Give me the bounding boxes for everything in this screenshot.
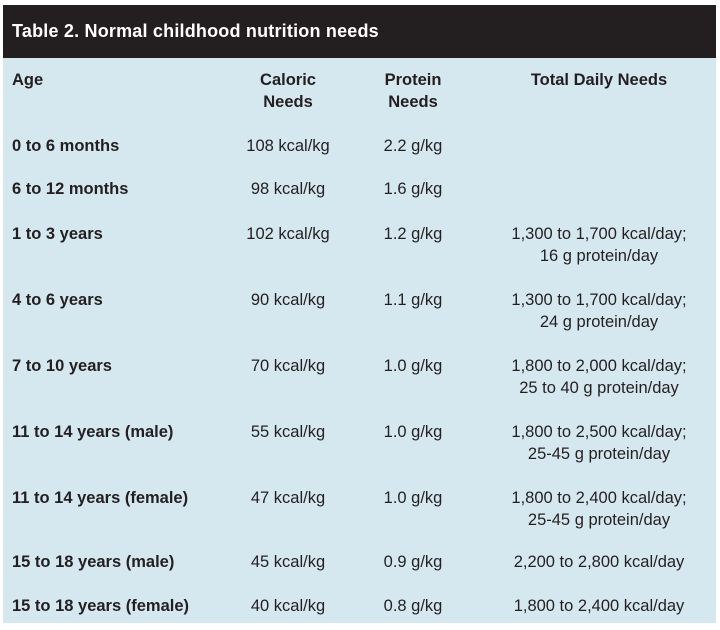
header-total-daily-needs: Total Daily Needs <box>530 71 668 89</box>
header-protein-needs: Protein Needs <box>361 69 465 113</box>
row-protein: 1.6 g/kg <box>383 180 443 198</box>
row-total: 1,800 to 2,400 kcal/day; 25-45 g protein… <box>477 487 720 531</box>
nutrition-table: Table 2. Normal childhood nutrition need… <box>3 5 716 623</box>
row-total: 1,800 to 2,400 kcal/day <box>477 595 720 617</box>
row-caloric: 90 kcal/kg <box>250 291 326 309</box>
row-age: 6 to 12 months <box>12 180 129 198</box>
row-total-line-1: 1,800 to 2,400 kcal/day; <box>511 489 687 507</box>
row-total: 1,800 to 2,000 kcal/day; 25 to 40 g prot… <box>477 355 720 399</box>
row-protein: 1.0 g/kg <box>383 489 443 507</box>
row-age: 0 to 6 months <box>12 137 120 155</box>
row-protein: 2.2 g/kg <box>383 137 443 155</box>
row-age: 7 to 10 years <box>12 357 112 375</box>
row-total-line-2: 25-45 g protein/day <box>527 445 671 463</box>
row-total-line-1: 1,800 to 2,500 kcal/day; <box>511 423 687 441</box>
row-total-line-1: 1,800 to 2,400 kcal/day <box>513 597 685 615</box>
header-protein-line-2: Needs <box>388 93 438 111</box>
row-protein: 1.1 g/kg <box>383 291 443 309</box>
row-caloric: 45 kcal/kg <box>250 553 326 571</box>
row-age: 11 to 14 years (female) <box>12 489 189 507</box>
row-total-line-2: 16 g protein/day <box>539 247 659 265</box>
row-total: 1,800 to 2,500 kcal/day; 25-45 g protein… <box>477 421 720 465</box>
header-protein-line-1: Protein <box>384 71 442 89</box>
row-total: 1,300 to 1,700 kcal/day; 24 g protein/da… <box>477 289 720 333</box>
row-protein: 1.0 g/kg <box>383 423 443 441</box>
row-total-line-2: 25 to 40 g protein/day <box>519 379 679 397</box>
row-total-line-1: 2,200 to 2,800 kcal/day <box>513 553 685 571</box>
row-total-line-2: 24 g protein/day <box>539 313 659 331</box>
header-caloric-line-2: Needs <box>263 93 313 111</box>
row-total-line-1: 1,300 to 1,700 kcal/day; <box>511 225 687 243</box>
header-caloric-needs: Caloric Needs <box>223 69 353 113</box>
row-caloric: 40 kcal/kg <box>250 597 326 615</box>
row-total-line-2: 25-45 g protein/day <box>527 511 671 529</box>
row-caloric: 102 kcal/kg <box>246 225 330 243</box>
row-protein: 0.9 g/kg <box>383 553 443 571</box>
row-caloric: 55 kcal/kg <box>250 423 326 441</box>
row-caloric: 108 kcal/kg <box>246 137 330 155</box>
row-age: 15 to 18 years (male) <box>12 553 175 571</box>
row-caloric: 70 kcal/kg <box>250 357 326 375</box>
header-age: Age <box>12 71 44 89</box>
row-protein: 1.2 g/kg <box>383 225 443 243</box>
row-caloric: 47 kcal/kg <box>250 489 326 507</box>
row-age: 11 to 14 years (male) <box>12 423 174 441</box>
table-title: Table 2. Normal childhood nutrition need… <box>12 21 379 41</box>
row-age: 15 to 18 years (female) <box>12 597 190 615</box>
table-title-bar: Table 2. Normal childhood nutrition need… <box>3 5 716 58</box>
row-total-line-1: 1,800 to 2,000 kcal/day; <box>511 357 687 375</box>
row-total: 1,300 to 1,700 kcal/day; 16 g protein/da… <box>477 223 720 267</box>
row-caloric: 98 kcal/kg <box>250 180 326 198</box>
row-total-line-1: 1,300 to 1,700 kcal/day; <box>511 291 687 309</box>
row-protein: 1.0 g/kg <box>383 357 443 375</box>
row-age: 4 to 6 years <box>12 291 103 309</box>
row-total: 2,200 to 2,800 kcal/day <box>477 551 720 573</box>
row-protein: 0.8 g/kg <box>383 597 443 615</box>
row-age: 1 to 3 years <box>12 225 103 243</box>
header-caloric-line-1: Caloric <box>260 71 316 89</box>
